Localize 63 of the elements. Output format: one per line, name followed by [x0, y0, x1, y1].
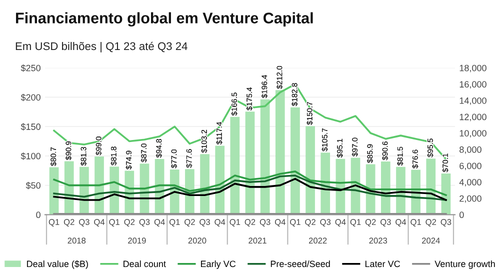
y-tick-label: $100	[20, 152, 40, 160]
y-tick-label: $200	[20, 94, 40, 102]
y2-tick-label: 2,000	[460, 195, 482, 203]
x-tick-label: Q1	[410, 219, 421, 226]
legend-label: Venture growth	[434, 260, 495, 269]
x-tick-label: Q2	[365, 219, 376, 226]
text: 2024	[422, 238, 440, 244]
y-tick-label: $50	[26, 182, 40, 190]
bar	[306, 126, 315, 215]
y2-tick-label: 16,000	[460, 81, 486, 89]
x-tick-label: Q4	[335, 219, 346, 226]
line-series	[53, 170, 447, 196]
text: 2023	[369, 238, 388, 244]
y2-tick-label: 18,000	[460, 64, 486, 72]
y2-tick-label: 12,000	[460, 114, 486, 122]
x-tick-label: Q3	[79, 219, 90, 226]
x-tick-label: Q2	[305, 219, 316, 226]
text: 2019	[128, 238, 146, 244]
x-tick-label: Q4	[214, 219, 226, 226]
x-tick-label: Q1	[350, 219, 361, 226]
x-tick-label: Q1	[169, 219, 180, 226]
y-tick-label: 0	[36, 212, 40, 218]
x-tick-label: Q2	[244, 219, 256, 226]
x-tick-label: Q2	[426, 219, 436, 226]
text: 2020	[188, 238, 206, 244]
legend-label: Pre-seed/Seed	[270, 260, 330, 268]
bar	[290, 107, 300, 215]
x-tick-label: Q1	[48, 219, 60, 226]
y2-tick-label: 6,000	[460, 162, 482, 170]
y2-tick-label: 4,000	[459, 179, 482, 186]
x-tick-label: Q1	[290, 219, 300, 226]
x-tick-label: Q1	[109, 219, 120, 226]
y2-tick-label: 8,000	[460, 146, 482, 154]
y2-tick-label: 10,000	[460, 130, 486, 138]
y-tick-label: $250	[20, 64, 40, 72]
y2-tick-label: 0	[460, 212, 464, 218]
legend-label: Deal count	[124, 260, 166, 268]
legend-label: Early VC	[201, 260, 236, 269]
chart-subtitle: Em USD bilhões | Q1 23 até Q3 24	[16, 42, 188, 52]
x-tick-label: Q4	[396, 219, 406, 226]
x-tick-label: Q2	[64, 219, 74, 226]
x-tick-label: Q3	[320, 219, 331, 226]
y2-tick-label: 14,000	[460, 97, 486, 105]
x-tick-label: Q4	[274, 219, 286, 226]
x-tick-label: Q3	[380, 219, 391, 226]
x-tick-label: Q3	[139, 219, 150, 226]
bar	[245, 112, 255, 215]
x-tick-label: Q4	[94, 219, 105, 226]
legend-label: Deal value ($B)	[27, 260, 88, 269]
x-tick-label: Q1	[230, 219, 240, 226]
x-tick-label: Q2	[184, 219, 195, 226]
y-tick-label: $150	[20, 123, 40, 130]
bar	[275, 90, 285, 215]
text: 2018	[68, 238, 86, 244]
x-tick-label: Q3	[440, 219, 452, 226]
x-tick-label: Q4	[154, 219, 165, 226]
chart-title: Financiamento global em Venture Capital	[16, 12, 313, 27]
legend-label: Later VC	[365, 260, 400, 268]
text: 2022	[308, 238, 327, 244]
x-tick-label: Q3	[200, 219, 210, 226]
x-tick-label: Q3	[260, 219, 270, 226]
x-tick-label: Q2	[124, 219, 135, 226]
text: 2021	[248, 238, 266, 244]
